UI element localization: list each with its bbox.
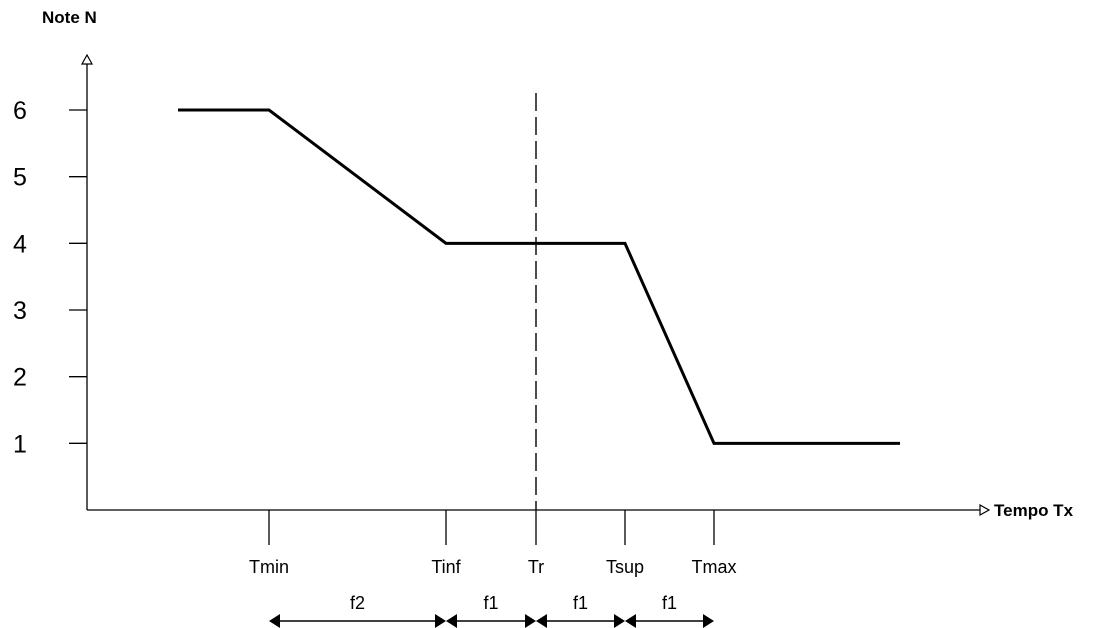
y-tick-label: 1	[13, 430, 27, 458]
x-tick-label: Tinf	[431, 557, 461, 577]
x-ticks: Tmin Tinf Tr Tsup Tmax	[249, 510, 737, 577]
x-tick-label: Tsup	[606, 557, 644, 577]
interval-label: f1	[573, 593, 588, 613]
x-tick-label: Tmax	[692, 557, 737, 577]
interval-tr-tsup: f1	[536, 593, 625, 628]
interval-tmin-tinf: f2	[269, 593, 446, 628]
interval-label: f1	[662, 593, 677, 613]
arrowhead-left	[536, 614, 547, 628]
y-tick-label: 6	[13, 97, 27, 125]
series-line	[178, 108, 900, 445]
y-axis-arrow	[80, 53, 94, 65]
x-axis-title: Tempo Tx	[994, 501, 1074, 520]
x-axis-arrow	[979, 503, 991, 517]
arrowhead-right	[614, 614, 625, 628]
y-tick-label: 4	[13, 230, 27, 258]
y-ticks: 1 2 3 4 5 6	[13, 97, 87, 458]
y-tick-label: 3	[13, 297, 27, 325]
arrowhead-right	[703, 614, 714, 628]
interval-label: f1	[483, 593, 498, 613]
intervals: f2 f1 f1 f1	[269, 593, 714, 628]
interval-label: f2	[350, 593, 365, 613]
arrowhead-right	[525, 614, 536, 628]
interval-tsup-tmax: f1	[625, 593, 714, 628]
x-tick-label: Tr	[528, 557, 544, 577]
y-axis-title: Note N	[42, 8, 97, 27]
x-tick-label: Tmin	[249, 557, 289, 577]
arrowhead-left	[446, 614, 457, 628]
y-tick-label: 2	[13, 364, 27, 392]
arrowhead-left	[625, 614, 636, 628]
interval-tinf-tr: f1	[446, 593, 536, 628]
y-tick-label: 5	[13, 164, 27, 192]
arrowhead-right	[435, 614, 446, 628]
series	[178, 108, 900, 445]
arrowhead-left	[269, 614, 280, 628]
